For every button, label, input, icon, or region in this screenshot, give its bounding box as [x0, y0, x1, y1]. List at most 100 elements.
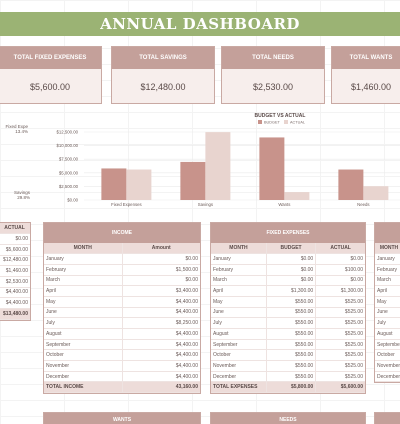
month-cell: August [44, 328, 122, 340]
table-row: May $4,400.00 [44, 296, 200, 308]
table-row: August [375, 328, 400, 340]
amount-cell: $4,400.00 [121, 339, 200, 351]
legend-swatch [284, 120, 288, 124]
x-tick-label: Wants [278, 202, 290, 207]
col-month: MONTH [211, 243, 267, 255]
amount-cell: $0.00 [121, 275, 200, 287]
month-cell: December [211, 371, 267, 383]
y-tick-label: $5,000.00 [59, 170, 79, 175]
month-cell: October [211, 349, 267, 362]
month-cell: October [44, 349, 122, 362]
col-actual: ACTUAL [315, 243, 365, 255]
month-cell: March [375, 275, 400, 287]
table-row: June [375, 307, 400, 319]
pie-label-fixed-pct: 13.4% [15, 129, 28, 134]
table-row: September $550.00 $525.00 [211, 339, 365, 351]
chart-svg: BUDGET VS ACTUAL BUDGET ACTUAL $12,500.00 $1… [56, 113, 400, 207]
month-cell: May [211, 296, 267, 308]
bar-actual [363, 186, 389, 200]
card-label: TOTAL FIXED EXPENSES [0, 47, 101, 69]
month-cell: April [211, 285, 267, 297]
month-cell: May [375, 296, 400, 308]
amount-cell: $4,400.00 [121, 349, 200, 362]
table-cell: $1,460.00 [0, 265, 30, 277]
table-row: July [375, 317, 400, 329]
legend-label: BUDGET [264, 121, 281, 125]
month-cell: September [211, 339, 267, 351]
budget-vs-actual-chart: BUDGET VS ACTUAL BUDGET ACTUAL $12,500.00 $1… [40, 108, 400, 216]
table-row: February [375, 264, 400, 276]
table-row: April [375, 285, 400, 297]
table-row: October $4,400.00 [44, 349, 200, 362]
col-amount: Amount [121, 243, 200, 255]
month-cell: February [44, 264, 122, 276]
actual-cell: $1,300.00 [315, 285, 365, 297]
budget-cell: $550.00 [265, 371, 316, 383]
month-cell: December [44, 371, 122, 383]
amount-cell: $8,250.00 [121, 317, 200, 329]
table-total-row: TOTAL INCOME 43,160.00 [44, 381, 200, 394]
table-row: January [375, 253, 400, 265]
month-cell: September [44, 339, 122, 351]
right-partial-table: MONTH January February March April May June Ju… [374, 222, 400, 384]
budget-cell: $550.00 [265, 317, 316, 329]
table-row: November [375, 360, 400, 372]
table-row: March $0.00 $0.00 [211, 275, 365, 287]
table-row: December [375, 371, 400, 383]
month-cell: July [211, 317, 267, 329]
col-budget: BUDGET [265, 243, 316, 255]
table-row: October [375, 349, 400, 362]
table-row: May [375, 296, 400, 308]
month-cell: January [375, 253, 400, 265]
card-value: $5,600.00 [29, 82, 71, 92]
table-cell: $4,400.00 [0, 297, 30, 309]
table-cell: $4,400.00 [0, 287, 30, 299]
actual-cell: $525.00 [315, 349, 365, 362]
card-value: $2,530.00 [252, 82, 294, 92]
amount-cell: $3,400.00 [121, 285, 200, 297]
bar-actual [205, 132, 231, 200]
month-cell: August [211, 328, 267, 340]
month-cell: January [44, 253, 122, 265]
y-tick-label: $2,500.00 [59, 184, 79, 189]
card-total-savings: TOTAL SAVINGS $12,480.00 [111, 46, 215, 104]
month-cell: October [375, 349, 400, 362]
fixed-table-title: FIXED EXPENSES [211, 223, 365, 243]
card-label: TOTAL NEEDS [222, 47, 324, 69]
total-label: TOTAL INCOME [44, 381, 122, 394]
month-cell: April [375, 285, 400, 297]
x-tick-label: Savings [198, 202, 213, 207]
table-row: February $0.00 $100.00 [211, 264, 365, 276]
table-row: November $550.00 $525.00 [211, 360, 365, 372]
table-row: October $550.00 $525.00 [211, 349, 365, 362]
y-tick-label: $0.00 [67, 198, 78, 203]
card-total-needs: TOTAL NEEDS $2,530.00 [221, 46, 325, 104]
card-value: $1,460.00 [350, 82, 392, 92]
legend-swatch [258, 120, 262, 124]
x-tick-label: Needs [357, 202, 369, 207]
budget-cell: $550.00 [265, 296, 316, 308]
actual-cell: $525.00 [315, 317, 365, 329]
right-bottom-header [374, 412, 400, 424]
month-cell: July [44, 317, 122, 329]
total-actual: $5,600.00 [315, 381, 365, 394]
y-tick-label: $7,500.00 [59, 157, 79, 162]
actual-cell: $525.00 [315, 307, 365, 319]
table-row: May $550.00 $525.00 [211, 296, 365, 308]
actual-cell: $525.00 [315, 296, 365, 308]
income-table-title: INCOME [44, 223, 200, 243]
wants-table-header: WANTS [43, 412, 201, 424]
needs-table-header: NEEDS [210, 412, 366, 424]
table-row: June $550.00 $525.00 [211, 307, 365, 319]
table-row: February $1,500.00 [44, 264, 200, 276]
table-row: December $4,400.00 [44, 371, 200, 383]
total-value: 43,160.00 [121, 381, 200, 394]
pie-label-savings-name: Savings [13, 190, 30, 195]
month-cell: June [44, 307, 122, 319]
amount-cell: $1,500.00 [121, 264, 200, 276]
month-cell: September [375, 339, 400, 351]
pie-label-savings-pct: 29.8% [17, 195, 30, 200]
left-summary-table: ACTUAL $0.00 $5,600.00 $12,480.00 $1,460… [0, 222, 31, 321]
budget-cell: $1,300.00 [265, 285, 316, 297]
total-label: TOTAL EXPENSES [211, 381, 267, 394]
